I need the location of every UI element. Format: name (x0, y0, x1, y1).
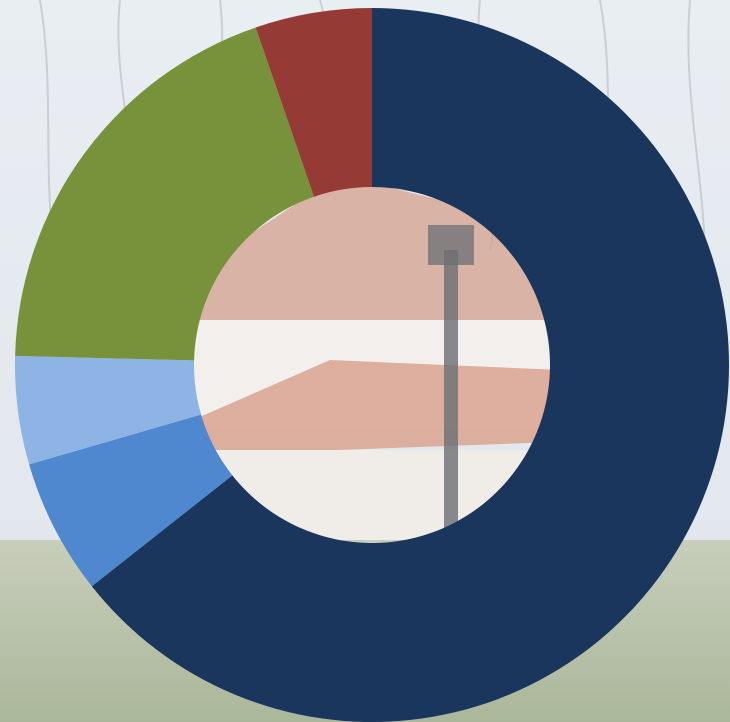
lamp-post (444, 250, 458, 570)
donut-slice-1 (91, 8, 729, 722)
donut-slice-2 (29, 414, 233, 587)
donut-slice-5 (255, 8, 372, 197)
roof-lower (170, 360, 610, 455)
lamp-head (428, 225, 474, 265)
donut-slice-3 (15, 355, 202, 465)
donut-slices (15, 8, 729, 722)
donut-slice-4 (15, 27, 314, 361)
